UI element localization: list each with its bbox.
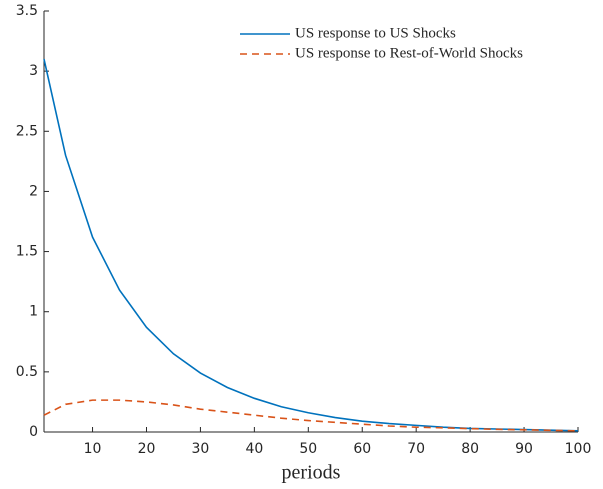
series-line bbox=[43, 399, 579, 432]
y-tick-label: 3.5 bbox=[16, 3, 38, 19]
y-tick-label: 1.5 bbox=[16, 244, 38, 260]
x-tick-label: 30 bbox=[192, 441, 210, 457]
legend-label: US response to US Shocks bbox=[295, 25, 456, 41]
x-tick-label: 50 bbox=[299, 441, 317, 457]
y-tick-label: 2.5 bbox=[16, 123, 38, 139]
legend-label: US response to Rest-of-World Shocks bbox=[295, 45, 523, 61]
x-tick-label: 70 bbox=[407, 441, 425, 457]
y-tick-label: 3 bbox=[29, 63, 38, 79]
x-tick-label: 60 bbox=[353, 441, 371, 457]
x-tick-label: 40 bbox=[245, 441, 263, 457]
y-tick-label: 0 bbox=[29, 424, 38, 440]
x-tick-label: 100 bbox=[565, 441, 592, 457]
y-tick-label: 0.5 bbox=[16, 364, 38, 380]
y-tick-label: 2 bbox=[29, 183, 38, 199]
x-tick-label: 20 bbox=[138, 441, 156, 457]
x-tick-label: 90 bbox=[515, 441, 533, 457]
x-axis-label: periods bbox=[282, 462, 341, 484]
series-line bbox=[43, 58, 579, 432]
y-tick-label: 1 bbox=[29, 304, 38, 320]
x-tick-label: 80 bbox=[461, 441, 479, 457]
x-tick-label: 10 bbox=[84, 441, 102, 457]
